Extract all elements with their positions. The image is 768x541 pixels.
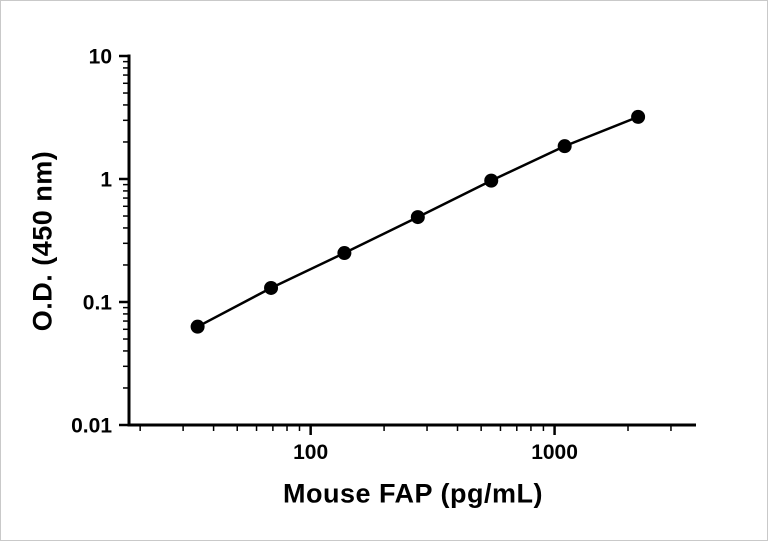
x-axis-title: Mouse FAP (pg/mL) — [282, 478, 544, 509]
y-tick-label: 0.1 — [83, 291, 113, 314]
y-tick-label: 10 — [89, 45, 112, 68]
data-point — [631, 109, 646, 124]
data-point — [484, 173, 499, 188]
data-point — [410, 210, 425, 225]
data-point — [190, 319, 205, 334]
y-tick-label: 1 — [100, 168, 112, 191]
y-axis-title: O.D. (450 nm) — [27, 150, 58, 332]
y-tick-label: 0.01 — [71, 414, 112, 437]
data-point — [557, 139, 572, 154]
x-tick-label: 1000 — [531, 441, 578, 464]
x-tick-label: 100 — [293, 441, 328, 464]
data-point — [337, 246, 352, 261]
data-point — [264, 280, 279, 295]
